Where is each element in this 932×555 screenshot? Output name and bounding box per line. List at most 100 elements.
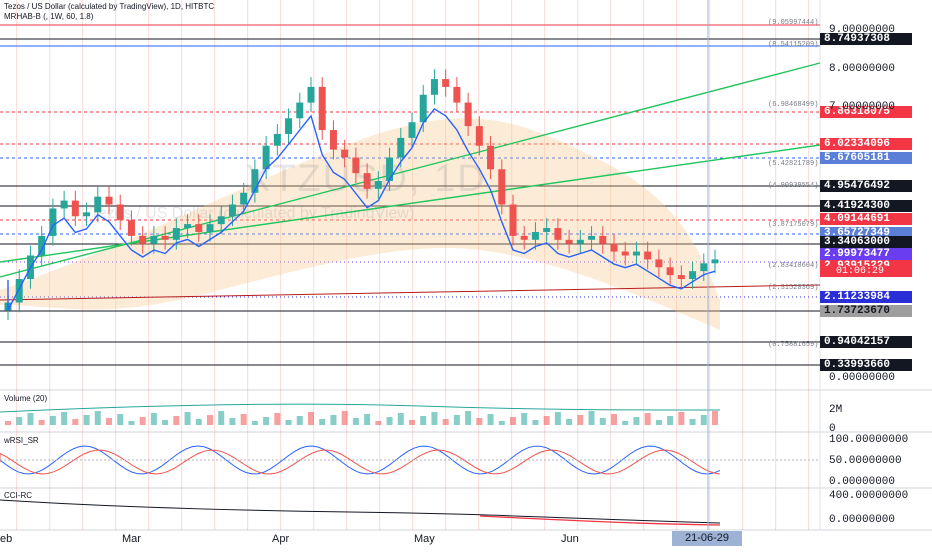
fib-level-label: (2.83410604) xyxy=(768,262,819,270)
ma-line xyxy=(7,107,716,311)
volume-bar xyxy=(83,415,90,425)
price-tag[interactable]: 4.95476492 xyxy=(820,180,912,192)
volume-bar xyxy=(599,418,606,425)
candle-body xyxy=(677,275,685,279)
volume-bar xyxy=(308,412,314,425)
fib-level-label: (2.31528369) xyxy=(768,284,819,292)
candle-body xyxy=(689,271,697,279)
volume-pane-label[interactable]: Volume (20) xyxy=(4,394,48,403)
fib-level-label: (5.42821789) xyxy=(768,160,819,168)
volume-bar xyxy=(128,421,135,425)
session-stripe xyxy=(181,0,183,530)
candle-body xyxy=(228,204,236,217)
indicator-label[interactable]: MRHAB-B (, 1W, 60, 1.8) xyxy=(4,12,94,21)
volume-bar xyxy=(195,419,202,425)
cci-pane-label[interactable]: CCI-RC xyxy=(4,491,32,500)
candle-body xyxy=(655,259,663,268)
candle-body xyxy=(116,204,124,221)
candle-body xyxy=(419,94,427,123)
price-tag[interactable]: 0.94042157 xyxy=(820,336,912,348)
volume-bar xyxy=(285,420,292,425)
price-tag[interactable]: 6.86318075 xyxy=(820,106,912,118)
volume-axis-2m: 2M xyxy=(829,404,843,416)
volume-bar xyxy=(521,413,528,425)
price-tag[interactable]: 1.73723670 xyxy=(820,305,912,317)
candle-body xyxy=(184,224,192,229)
candle-body xyxy=(565,239,573,244)
volume-bar xyxy=(352,418,359,425)
candle-body xyxy=(206,224,214,232)
volume-bar xyxy=(94,411,101,425)
wrsi-axis-0: 0.00000000 xyxy=(829,476,896,488)
volume-bar xyxy=(375,421,382,425)
price-tag[interactable]: 3.34063000 xyxy=(820,236,912,248)
trend-line-lower xyxy=(0,144,821,263)
candle-body xyxy=(15,279,23,303)
volume-bar xyxy=(386,417,393,425)
volume-bar xyxy=(184,412,191,425)
volume-bar xyxy=(487,414,494,425)
candle-body xyxy=(700,263,708,272)
candle-body xyxy=(644,251,652,260)
price-tag[interactable]: 2.99973477 xyxy=(820,248,912,260)
cci-line xyxy=(0,499,721,524)
candle-body xyxy=(38,235,46,256)
wrsi-signal xyxy=(0,449,721,475)
volume-axis-0: 0 xyxy=(829,423,836,435)
candle-body xyxy=(105,196,113,205)
volume-bar xyxy=(465,411,472,425)
wrsi-pane-label[interactable]: wRSI_SR xyxy=(4,436,39,445)
volume-bar xyxy=(49,416,56,425)
x-label-may: May xyxy=(414,533,435,545)
candle-body xyxy=(430,79,438,95)
volume-bar xyxy=(162,420,169,425)
price-tag[interactable]: 0.33993660 xyxy=(820,359,912,371)
watermark-symbol: XTZUSD, 1D xyxy=(245,158,487,200)
axis-tick-7: 7.00000000 xyxy=(829,101,896,113)
session-stripe xyxy=(511,0,513,530)
price-tag[interactable]: 8.74937308 xyxy=(820,33,912,45)
candle-body xyxy=(127,220,135,236)
candle-body xyxy=(610,243,618,252)
volume-bar xyxy=(61,412,68,425)
candle-body xyxy=(543,228,551,232)
candle-body xyxy=(262,145,270,170)
volume-bar xyxy=(173,416,180,425)
candle-body xyxy=(576,239,584,244)
candle-body xyxy=(329,130,337,150)
price-tag[interactable]: 2.11233984 xyxy=(820,291,912,303)
volume-bar xyxy=(431,412,438,425)
price-tag[interactable]: 6.02334096 xyxy=(820,138,912,150)
candle-body xyxy=(150,235,158,244)
candle-body xyxy=(397,137,405,158)
price-tag[interactable]: 4.41924300 xyxy=(820,200,912,212)
volume-bar xyxy=(251,421,258,425)
candle-body xyxy=(307,86,315,103)
axis-tick-0: 0.00000000 xyxy=(829,372,896,384)
volume-bar xyxy=(106,418,112,425)
candle-body xyxy=(83,212,91,217)
volume-ma xyxy=(0,403,721,413)
chart-title[interactable]: Tezos / US Dollar (calculated by Trading… xyxy=(4,2,215,11)
price-tag[interactable]: 4.09144691 xyxy=(820,213,912,225)
candle-body xyxy=(217,216,225,225)
price-tag[interactable]: 5.67605181 xyxy=(820,152,912,164)
volume-bar xyxy=(296,416,303,425)
session-stripe xyxy=(643,0,645,530)
candle-body xyxy=(296,102,304,119)
bar-countdown: 01:06:29 xyxy=(820,266,912,277)
axis-tick-9: 9.00000000 xyxy=(829,24,896,36)
trend-line-upper xyxy=(0,62,821,278)
session-stripe xyxy=(577,0,579,530)
volume-bar xyxy=(150,413,157,425)
volume-bar xyxy=(5,421,11,425)
wrsi-axis-50: 50.00000000 xyxy=(829,455,902,467)
crosshair-date-tag[interactable]: 21-06-29 xyxy=(672,531,742,546)
session-stripe xyxy=(115,0,117,530)
candle-body xyxy=(487,145,495,170)
volume-bar xyxy=(543,416,550,425)
volume-bar xyxy=(498,421,505,425)
session-stripe xyxy=(445,0,447,530)
